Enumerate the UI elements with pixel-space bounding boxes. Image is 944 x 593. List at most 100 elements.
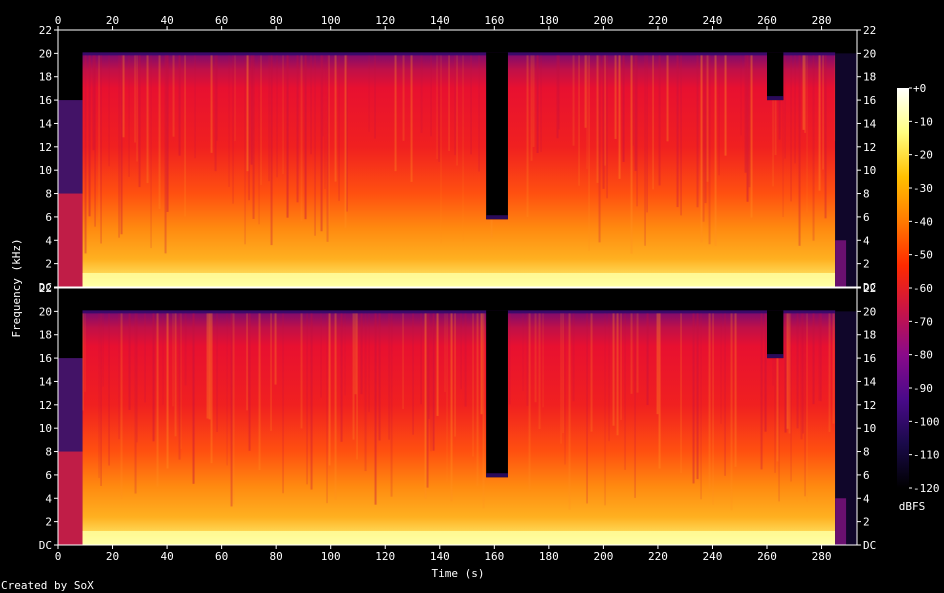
y-tick-label-right: DC — [863, 539, 876, 552]
dip-2 — [767, 52, 784, 101]
x-tick-label-top: 140 — [430, 14, 450, 27]
y-tick-label: 8 — [45, 188, 52, 201]
y-tick-label: 12 — [39, 399, 52, 412]
x-tick-label-top: 160 — [484, 14, 504, 27]
y-tick-label-right: 18 — [863, 329, 876, 342]
x-tick-label-bottom: 240 — [703, 550, 723, 563]
colorbar-tick-label: -40 — [913, 215, 933, 228]
spectral-energy — [82, 311, 836, 545]
y-tick-label-right: 14 — [863, 375, 877, 388]
spectral-energy — [82, 53, 836, 288]
y-tick-label: 8 — [45, 446, 52, 459]
x-tick-label-top: 260 — [757, 14, 777, 27]
y-tick-label-right: 6 — [863, 469, 870, 482]
y-tick-label-right: 16 — [863, 94, 876, 107]
y-tick-label: DC — [39, 281, 52, 294]
intro-region-low — [58, 193, 83, 287]
colorbar-scale — [897, 88, 909, 488]
y-tick-label-right: 2 — [863, 516, 870, 529]
y-tick-label: 6 — [45, 211, 52, 224]
dip-edge-2 — [767, 96, 784, 101]
y-tick-label: 4 — [45, 234, 52, 247]
y-tick-label-right: 4 — [863, 492, 870, 505]
y-tick-label: 20 — [39, 305, 52, 318]
dip-edge-1 — [486, 473, 508, 478]
y-tick-label: 14 — [39, 375, 53, 388]
dip-2 — [767, 310, 784, 359]
x-tick-label-top: 200 — [593, 14, 613, 27]
colorbar-tick-label: -30 — [913, 182, 933, 195]
texture-streaks — [84, 55, 837, 254]
tail-low — [835, 498, 847, 545]
footer-credit: Created by SoX — [1, 579, 94, 592]
x-tick-label-top: 40 — [160, 14, 173, 27]
y-tick-label-right: 12 — [863, 399, 876, 412]
y-tick-label-right: 2 — [863, 258, 870, 271]
plot-frame — [57, 29, 858, 288]
dip-edge-2 — [767, 354, 784, 359]
y-tick-label: 16 — [39, 352, 52, 365]
y-tick-label: 10 — [39, 164, 52, 177]
colorbar-tick-label: -80 — [913, 349, 933, 362]
y-tick-label-right: 6 — [863, 211, 870, 224]
y-tick-label-right: 20 — [863, 305, 876, 318]
colorbar-tick-label: -50 — [913, 249, 933, 262]
x-tick-label-bottom: 280 — [812, 550, 832, 563]
colorbar-label: dBFS — [899, 500, 926, 513]
y-tick-label-right: 12 — [863, 141, 876, 154]
colorbar-tick-label: -110 — [913, 449, 940, 462]
y-tick-label: 12 — [39, 141, 52, 154]
y-tick-label-right: DC — [863, 281, 876, 294]
plot-frame — [57, 287, 858, 546]
tail-region — [835, 53, 857, 288]
cutoff-band — [82, 310, 836, 314]
low-band — [82, 530, 836, 545]
y-tick-label: 4 — [45, 492, 52, 505]
x-tick-label-bottom: 20 — [106, 550, 119, 563]
y-tick-label: 2 — [45, 258, 52, 271]
colorbar-tick-label: -70 — [913, 315, 933, 328]
y-tick-label: 6 — [45, 469, 52, 482]
x-tick-label-top: 80 — [270, 14, 283, 27]
y-tick-label-right: 4 — [863, 234, 870, 247]
colorbar-tick-label: +0 — [913, 82, 926, 95]
x-tick-label-bottom: 0 — [55, 550, 62, 563]
y-tick-label-right: 16 — [863, 352, 876, 365]
x-tick-label-bottom: 120 — [375, 550, 395, 563]
colorbar-tick-label: -60 — [913, 282, 933, 295]
y-axis-label: Frequency (kHz) — [10, 238, 23, 337]
x-tick-label-top: 0 — [55, 14, 62, 27]
y-tick-label-right: 20 — [863, 47, 876, 60]
x-tick-label-top: 220 — [648, 14, 668, 27]
y-tick-label: 16 — [39, 94, 52, 107]
y-tick-label: 22 — [39, 282, 52, 295]
y-tick-label-right: 22 — [863, 282, 876, 295]
x-axis: 0 0 20 20 40 40 60 60 80 80 100 100 120 120 140 140 160 1… — [55, 14, 832, 563]
colorbar-tick-label: -90 — [913, 382, 933, 395]
colorbar-tick-label: -120 — [913, 482, 940, 495]
y-tick-label: 18 — [39, 71, 52, 84]
tail-region — [835, 311, 857, 545]
dip-edge-1 — [486, 215, 508, 220]
y-tick-label: 10 — [39, 422, 52, 435]
y-tick-label-right: 18 — [863, 71, 876, 84]
y-tick-label-right: 8 — [863, 446, 870, 459]
y-tick-label-right: 22 — [863, 24, 876, 37]
y-tick-label-right: 14 — [863, 117, 877, 130]
y-tick-label: 22 — [39, 24, 52, 37]
x-tick-label-top: 180 — [539, 14, 559, 27]
cutoff-band — [82, 52, 836, 56]
colorbar-tick-label: -20 — [913, 149, 933, 162]
x-axis-label: Time (s) — [432, 567, 485, 580]
tail-low — [835, 240, 847, 287]
x-tick-label-top: 280 — [812, 14, 832, 27]
dip-1 — [486, 310, 508, 478]
x-tick-label-bottom: 40 — [160, 550, 173, 563]
x-tick-label-bottom: 80 — [270, 550, 283, 563]
x-tick-label-top: 120 — [375, 14, 395, 27]
y-tick-label-right: 10 — [863, 422, 876, 435]
low-band — [82, 272, 836, 287]
